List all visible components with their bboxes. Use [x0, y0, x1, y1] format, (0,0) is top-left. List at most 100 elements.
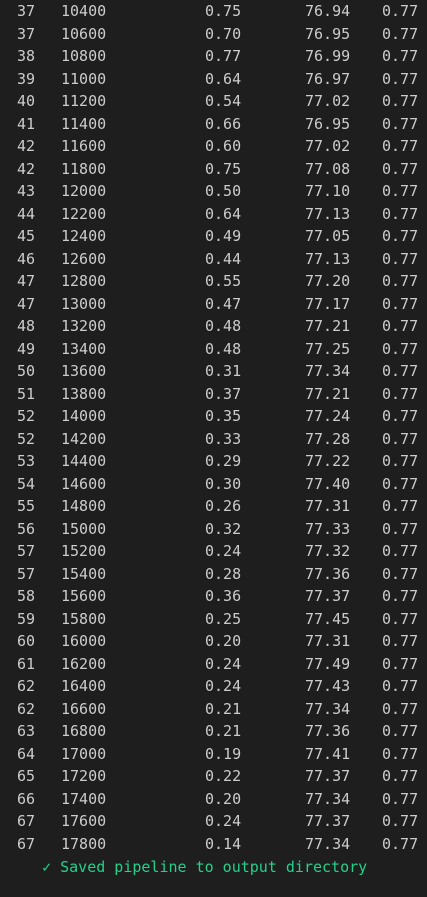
loss-cell: 0.47: [205, 294, 242, 313]
score-cell: 0.77: [382, 159, 419, 178]
accuracy-cell: 77.37: [305, 587, 351, 605]
loss-cell: 0.54: [205, 92, 242, 110]
loss-cell: 0.64: [205, 69, 242, 88]
step-cell: 13000: [61, 294, 107, 313]
accuracy-cell: 77.31: [305, 497, 351, 515]
loss-cell: 0.24: [205, 654, 242, 673]
accuracy-cell: 77.08: [305, 159, 351, 178]
loss-cell: 0.32: [205, 519, 242, 538]
loss-cell: 0.33: [205, 429, 242, 448]
step-cell: 15200: [61, 542, 107, 560]
epoch-cell: 52: [17, 407, 36, 425]
log-row: 55 14800 0.26 77.31 0.77: [0, 495, 427, 518]
accuracy-cell: 77.31: [305, 632, 351, 650]
epoch-cell: 45: [17, 227, 36, 245]
accuracy-cell: 77.21: [305, 317, 351, 335]
step-cell: 12600: [61, 249, 107, 268]
check-icon: ✓: [42, 858, 52, 876]
accuracy-cell: 77.24: [305, 407, 351, 425]
accuracy-cell: 77.25: [305, 339, 351, 358]
score-cell: 0.77: [382, 384, 419, 403]
loss-cell: 0.14: [205, 834, 242, 853]
epoch-cell: 62: [17, 699, 36, 718]
log-row: 52 14200 0.33 77.28 0.77: [0, 428, 427, 451]
epoch-cell: 52: [17, 429, 36, 448]
loss-cell: 0.28: [205, 564, 242, 583]
epoch-cell: 61: [17, 654, 36, 673]
loss-cell: 0.48: [205, 339, 242, 358]
accuracy-cell: 77.22: [305, 452, 351, 470]
epoch-cell: 53: [17, 452, 36, 470]
accuracy-cell: 77.20: [305, 272, 351, 290]
loss-cell: 0.25: [205, 609, 242, 628]
accuracy-cell: 77.02: [305, 137, 351, 155]
score-cell: 0.77: [382, 722, 419, 740]
step-cell: 17200: [61, 767, 107, 785]
accuracy-cell: 77.37: [305, 767, 351, 785]
score-cell: 0.77: [382, 362, 419, 380]
log-row: 67 17800 0.14 77.34 0.77: [0, 833, 427, 856]
accuracy-cell: 77.41: [305, 744, 351, 763]
accuracy-cell: 77.13: [305, 204, 351, 223]
step-cell: 11600: [61, 137, 107, 155]
score-cell: 0.77: [382, 137, 419, 155]
step-cell: 15400: [61, 564, 107, 583]
score-cell: 0.77: [382, 272, 419, 290]
epoch-cell: 44: [17, 204, 36, 223]
step-cell: 11200: [61, 92, 107, 110]
score-cell: 0.77: [382, 47, 419, 65]
accuracy-cell: 76.99: [305, 47, 351, 65]
epoch-cell: 66: [17, 789, 36, 808]
loss-cell: 0.77: [205, 47, 242, 65]
log-row: 38 10800 0.77 76.99 0.77: [0, 45, 427, 68]
log-row: 51 13800 0.37 77.21 0.77: [0, 383, 427, 406]
epoch-cell: 49: [17, 339, 36, 358]
step-cell: 13800: [61, 384, 107, 403]
loss-cell: 0.30: [205, 474, 242, 493]
step-cell: 14000: [61, 407, 107, 425]
step-cell: 16800: [61, 722, 107, 740]
log-row: 60 16000 0.20 77.31 0.77: [0, 630, 427, 653]
loss-cell: 0.24: [205, 812, 242, 830]
step-cell: 14600: [61, 474, 107, 493]
loss-cell: 0.21: [205, 699, 242, 718]
log-row: 63 16800 0.21 77.36 0.77: [0, 720, 427, 743]
log-row: 66 17400 0.20 77.34 0.77: [0, 788, 427, 811]
epoch-cell: 47: [17, 272, 36, 290]
score-cell: 0.77: [382, 249, 419, 268]
loss-cell: 0.50: [205, 182, 242, 200]
log-row: 40 11200 0.54 77.02 0.77: [0, 90, 427, 113]
epoch-cell: 42: [17, 137, 36, 155]
score-cell: 0.77: [382, 182, 419, 200]
score-cell: 0.77: [382, 69, 419, 88]
log-row: 48 13200 0.48 77.21 0.77: [0, 315, 427, 338]
accuracy-cell: 76.95: [305, 114, 351, 133]
epoch-cell: 67: [17, 812, 36, 830]
log-row: 62 16400 0.24 77.43 0.77: [0, 675, 427, 698]
loss-cell: 0.20: [205, 632, 242, 650]
epoch-cell: 37: [17, 2, 36, 20]
epoch-cell: 41: [17, 114, 36, 133]
log-row: 54 14600 0.30 77.40 0.77: [0, 473, 427, 496]
log-row: 47 13000 0.47 77.17 0.77: [0, 293, 427, 316]
step-cell: 11800: [61, 159, 107, 178]
log-row: 44 12200 0.64 77.13 0.77: [0, 203, 427, 226]
step-cell: 17400: [61, 789, 107, 808]
step-cell: 15000: [61, 519, 107, 538]
loss-cell: 0.66: [205, 114, 242, 133]
score-cell: 0.77: [382, 767, 419, 785]
epoch-cell: 63: [17, 722, 36, 740]
epoch-cell: 37: [17, 24, 36, 43]
log-row: 61 16200 0.24 77.49 0.77: [0, 653, 427, 676]
step-cell: 13400: [61, 339, 107, 358]
loss-cell: 0.37: [205, 384, 242, 403]
loss-cell: 0.19: [205, 744, 242, 763]
step-cell: 17600: [61, 812, 107, 830]
score-cell: 0.77: [382, 407, 419, 425]
loss-cell: 0.31: [205, 362, 242, 380]
step-cell: 16600: [61, 699, 107, 718]
log-row: 57 15400 0.28 77.36 0.77: [0, 563, 427, 586]
log-row: 37 10600 0.70 76.95 0.77: [0, 23, 427, 46]
step-cell: 14800: [61, 497, 107, 515]
score-cell: 0.77: [382, 317, 419, 335]
